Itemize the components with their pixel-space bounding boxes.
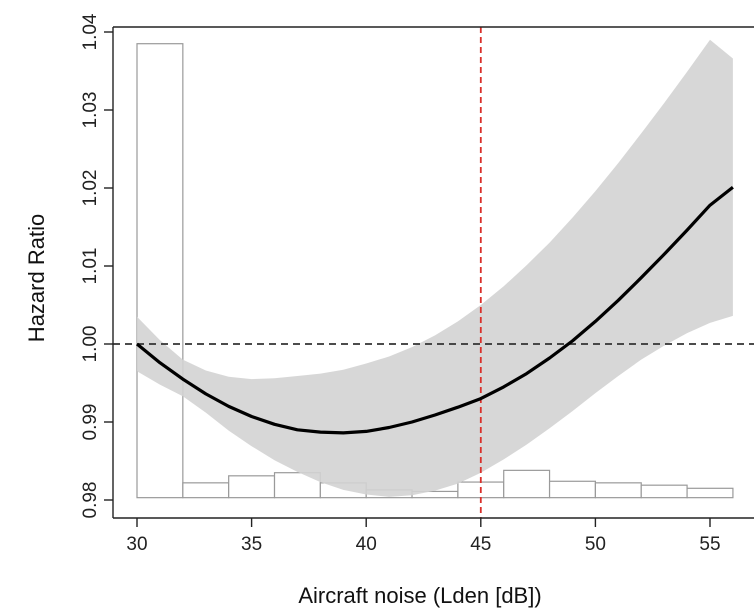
histogram-bar [136, 43, 184, 499]
x-tick-label: 30 [126, 534, 147, 555]
x-tick-label: 40 [356, 534, 377, 555]
y-tick-label: 1.01 [80, 248, 101, 285]
x-tick-label: 50 [585, 534, 606, 555]
confidence-band-layer [137, 39, 733, 497]
histogram-bar [503, 469, 551, 499]
hazard-ratio-curve [135, 185, 734, 435]
confidence-band [137, 39, 733, 497]
histogram-bar [594, 482, 642, 499]
y-tick-label: 1.03 [80, 92, 101, 129]
hazard-curve-layer [135, 185, 734, 435]
histogram-bar [182, 482, 230, 499]
reference-lines [113, 27, 754, 518]
y-tick-label: 1.02 [80, 170, 101, 207]
y-tick-label: 1.04 [80, 13, 101, 50]
y-tick-label: 0.99 [80, 404, 101, 441]
x-tick-label: 45 [470, 534, 491, 555]
axes [104, 26, 754, 527]
y-tick-label: 1.00 [80, 326, 101, 363]
x-tick-label: 35 [241, 534, 262, 555]
histogram-bar [548, 480, 596, 499]
y-axis-title: Hazard Ratio [24, 214, 49, 342]
tick-labels: 30 35 40 45 50 55 0.98 0.99 1.00 1.01 1.02 1.03 1.04 [80, 13, 721, 555]
histogram-bar [228, 475, 276, 499]
x-axis-title: Aircraft noise (Lden [dB]) [298, 583, 541, 608]
histogram-bar [640, 484, 688, 499]
x-tick-label: 55 [699, 534, 720, 555]
histogram-bar [686, 487, 734, 499]
y-tick-label: 0.98 [80, 482, 101, 519]
